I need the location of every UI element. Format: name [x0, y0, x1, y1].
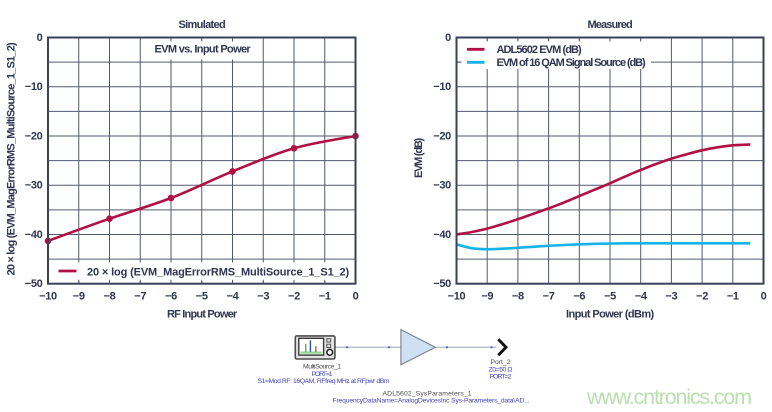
svg-text:−4: −4: [227, 291, 240, 303]
svg-text:−1: −1: [727, 291, 739, 303]
svg-text:−8: −8: [512, 291, 524, 303]
svg-text:MultiSource_1: MultiSource_1: [303, 364, 341, 371]
svg-text:20 × log (EVM_MagErrorRMS_Mult: 20 × log (EVM_MagErrorRMS_MultiSource_1_…: [87, 267, 350, 279]
svg-text:0: 0: [761, 291, 767, 303]
svg-text:−10: −10: [25, 81, 43, 93]
svg-text:www.cntronics.com: www.cntronics.com: [586, 385, 752, 409]
svg-text:−4: −4: [635, 291, 648, 303]
svg-text:EVM vs. Input Power: EVM vs. Input Power: [155, 44, 252, 56]
svg-text:−30: −30: [433, 180, 451, 192]
svg-text:−1: −1: [319, 291, 331, 303]
svg-text:PORT=1: PORT=1: [312, 371, 333, 378]
svg-text:−50: −50: [25, 278, 43, 290]
svg-text:FrequencyDataName=AnalogDevice: FrequencyDataName=AnalogDevicesInc Sys-P…: [333, 397, 530, 404]
svg-text:−5: −5: [196, 291, 208, 303]
svg-text:EVM of 16 QAM Signal Source (d: EVM of 16 QAM Signal Source (dB): [497, 57, 647, 69]
svg-text:PORT=2: PORT=2: [490, 373, 512, 380]
svg-text:−40: −40: [25, 229, 43, 241]
svg-text:−10: −10: [433, 81, 451, 93]
svg-text:−3: −3: [257, 291, 269, 303]
svg-text:−2: −2: [696, 291, 708, 303]
svg-text:Measured: Measured: [588, 19, 633, 31]
svg-text:Z0=50 Ω: Z0=50 Ω: [489, 366, 513, 373]
svg-text:ADL5602 EVM (dB): ADL5602 EVM (dB): [497, 44, 583, 56]
svg-text:Input Power (dBm): Input Power (dBm): [566, 309, 655, 321]
svg-text:−10: −10: [448, 291, 466, 303]
svg-text:−7: −7: [134, 291, 146, 303]
svg-text:−8: −8: [104, 291, 116, 303]
svg-text:0: 0: [37, 32, 43, 44]
svg-text:−7: −7: [543, 291, 555, 303]
svg-text:−30: −30: [25, 180, 43, 192]
svg-text:−10: −10: [39, 291, 57, 303]
svg-text:−6: −6: [165, 291, 177, 303]
svg-text:RF Input Power: RF Input Power: [167, 309, 238, 321]
svg-text:−9: −9: [481, 291, 493, 303]
svg-text:EVM (dB): EVM (dB): [413, 137, 425, 178]
svg-text:Port_2: Port_2: [490, 359, 510, 366]
svg-text:0: 0: [353, 291, 359, 303]
svg-text:ADL5602_SysParameters_1: ADL5602_SysParameters_1: [383, 391, 472, 398]
svg-text:−9: −9: [73, 291, 85, 303]
svg-text:Simulated: Simulated: [179, 19, 226, 31]
svg-text:−50: −50: [433, 278, 451, 290]
svg-text:S1=Mod RF: 16QAM, RFfreq MHz a: S1=Mod RF: 16QAM, RFfreq MHz at RFpwr dB…: [258, 378, 390, 385]
svg-text:−3: −3: [665, 291, 677, 303]
svg-text:−40: −40: [433, 229, 451, 241]
svg-text:−20: −20: [433, 131, 451, 143]
svg-text:−20: −20: [25, 131, 43, 143]
svg-text:20 × log (EVM_MagErrorRMS_Mult: 20 × log (EVM_MagErrorRMS_MultiSource_1_…: [6, 42, 18, 276]
svg-text:−2: −2: [288, 291, 300, 303]
svg-text:−5: −5: [604, 291, 616, 303]
svg-text:−6: −6: [573, 291, 585, 303]
svg-text:0: 0: [445, 32, 451, 44]
